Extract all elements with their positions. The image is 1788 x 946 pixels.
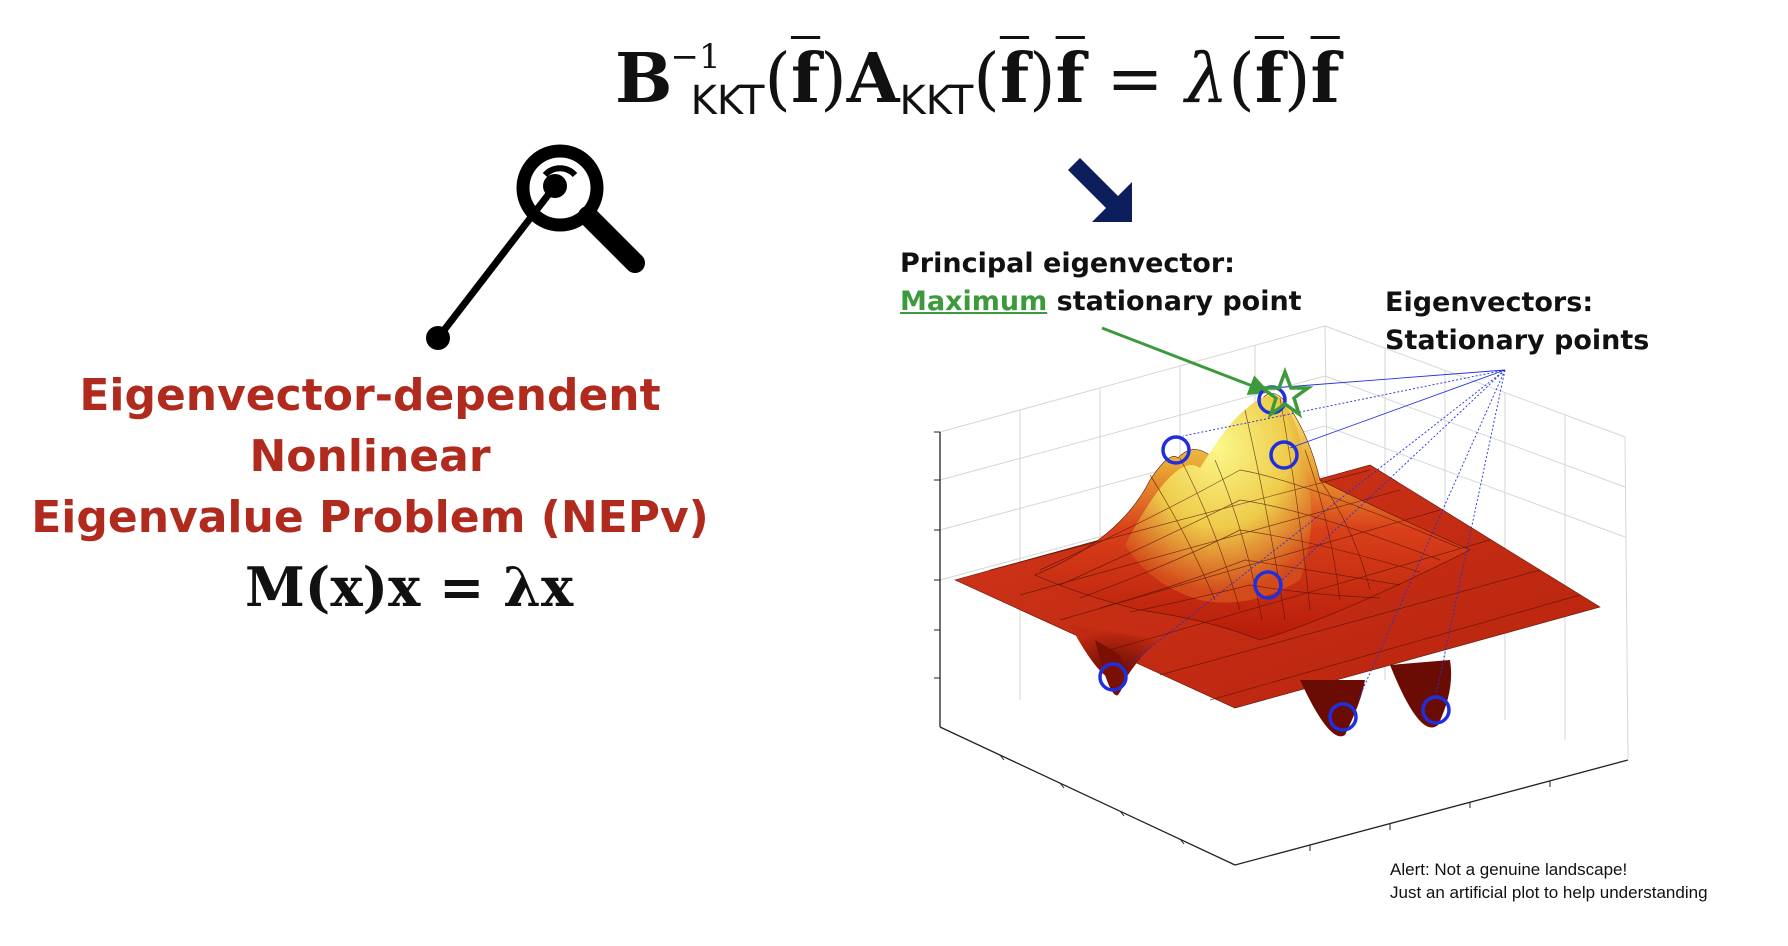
nepv-title-line1: Eigenvector-dependent — [79, 370, 661, 421]
eigvec-label-line2: Stationary points — [1385, 325, 1650, 356]
alert-line2: Just an artificial plot to help understa… — [1390, 883, 1708, 902]
eigvec-pointer-lines — [1127, 369, 1506, 701]
principal-label-line1: Principal eigenvector: — [900, 248, 1235, 279]
top-equation: B−1KKT(f)AKKT(f)f = λ(f)f — [615, 37, 1340, 124]
maximum-pointer-arrow — [1101, 326, 1270, 395]
alert-note: Alert: Not a genuine landscape! Just an … — [1390, 858, 1708, 904]
magnifier-icon — [426, 144, 645, 350]
nepv-title-line2: Nonlinear — [249, 431, 491, 482]
circle-marker-icon — [1098, 662, 1128, 692]
star-marker-icon — [1256, 367, 1314, 419]
circle-marker-icon — [1269, 440, 1299, 470]
principal-label-line2: Maximum stationary point — [900, 283, 1302, 321]
circle-marker-icon — [1328, 702, 1358, 732]
eigenvectors-label: Eigenvectors: Stationary points — [1385, 284, 1649, 360]
plot-axis-lines — [934, 431, 1629, 866]
circle-marker-icon — [1421, 695, 1451, 725]
down-right-arrow-icon — [1068, 158, 1132, 222]
eigvec-label-line1: Eigenvectors: — [1385, 287, 1594, 318]
nepv-equation: M(x)x = λx — [245, 555, 574, 619]
stationary-point-text: stationary point — [1047, 286, 1302, 317]
circle-marker-icon — [1161, 435, 1191, 465]
nepv-title: Eigenvector-dependent Nonlinear Eigenval… — [20, 365, 720, 548]
principal-eigenvector-label: Principal eigenvector: Maximum stationar… — [900, 245, 1302, 321]
alert-line1: Alert: Not a genuine landscape! — [1390, 860, 1628, 879]
circle-marker-icon — [1253, 570, 1283, 600]
landscape-surface — [954, 393, 1601, 737]
maximum-word: Maximum — [900, 286, 1048, 317]
nepv-title-line3: Eigenvalue Problem (NEPv) — [31, 492, 709, 543]
